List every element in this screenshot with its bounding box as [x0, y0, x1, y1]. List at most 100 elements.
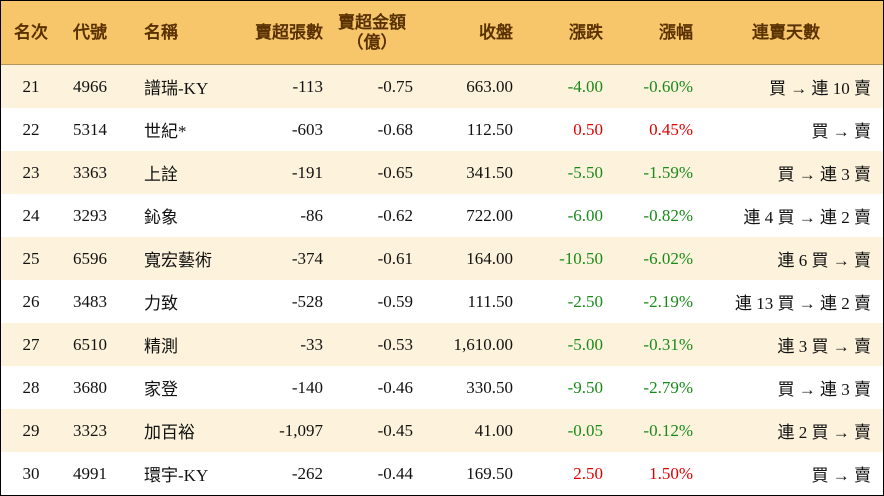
- table-cell: 722.00: [466, 205, 513, 225]
- table-cell: 上詮: [144, 165, 178, 184]
- table-cell: 力致: [144, 294, 178, 313]
- table-cell: 4966: [73, 76, 107, 96]
- table-row: 22 5314 世紀* -603 -0.68 112.50 0.50 0.45% 買 → 賣: [1, 108, 883, 151]
- table-cell: -2.19%: [643, 291, 693, 311]
- table-cell: -191: [291, 162, 323, 182]
- table-cell: -0.68: [377, 119, 413, 139]
- table-cell: 2.50: [573, 463, 603, 483]
- table-cell: -262: [291, 463, 323, 483]
- table-cell: 寬宏藝術: [144, 251, 212, 270]
- table-cell: 27: [22, 334, 40, 354]
- table-cell: 買 → 連 3 賣: [777, 165, 872, 184]
- table-cell: 4991: [73, 463, 107, 483]
- table-cell: 22: [22, 119, 40, 139]
- table-cell: 41.00: [474, 420, 513, 440]
- table-row: 23 3363 上詮 -191 -0.65 341.50 -5.50 -1.59% 買 → 連 …: [1, 151, 883, 194]
- table-cell: 23: [22, 162, 40, 182]
- table-cell: 世紀*: [144, 122, 187, 141]
- header-row: 名次 代號 名稱 賣超張數 賣超金額 （億） 收盤 漲跌 漲幅 連賣天數: [1, 1, 883, 65]
- table-cell: 24: [22, 205, 40, 225]
- table-cell: -113: [292, 76, 323, 96]
- table-cell: -0.60%: [643, 76, 693, 96]
- table-cell: 28: [22, 377, 40, 397]
- table-cell: -528: [291, 291, 323, 311]
- table-cell: 3680: [73, 377, 107, 397]
- table-cell: -9.50: [567, 377, 603, 397]
- table-cell: 環宇-KY: [144, 466, 209, 485]
- table-cell: -0.53: [377, 334, 413, 354]
- table-row: 29 3323 加百裕 -1,097 -0.45 41.00 -0.05 -0.12% 連 2 …: [1, 409, 883, 452]
- table-cell: 連 3 買 → 賣: [777, 337, 872, 356]
- table-cell: 連 6 買 → 賣: [777, 251, 872, 270]
- table-cell: -603: [291, 119, 323, 139]
- column-header: 漲幅: [659, 22, 693, 42]
- table-cell: -4.00: [567, 76, 603, 96]
- table-cell: 5314: [73, 119, 107, 139]
- table-cell: -33: [300, 334, 323, 354]
- table-cell: -5.50: [567, 162, 603, 182]
- table-row: 21 4966 譜瑞-KY -113 -0.75 663.00 -4.00 -0.60% 買 →…: [1, 65, 883, 108]
- table-cell: -0.45: [377, 420, 413, 440]
- column-header: 名次: [14, 22, 48, 42]
- column-header: 連賣天數: [752, 22, 820, 42]
- table-cell: 6510: [73, 334, 107, 354]
- table-cell: 3483: [73, 291, 107, 311]
- table-cell: -2.79%: [643, 377, 693, 397]
- table-cell: -0.65: [377, 162, 413, 182]
- table-cell: 164.00: [466, 248, 513, 268]
- table-cell: -0.44: [377, 463, 413, 483]
- table-row: 26 3483 力致 -528 -0.59 111.50 -2.50 -2.19% 連 13 買…: [1, 280, 883, 323]
- table-cell: 112.50: [466, 119, 513, 139]
- table-cell: -0.62: [377, 205, 413, 225]
- table-cell: 連 4 買 → 連 2 賣: [743, 208, 872, 227]
- table-cell: 6596: [73, 248, 107, 268]
- table-cell: 169.50: [466, 463, 513, 483]
- column-header: 賣超張數: [255, 22, 323, 42]
- table-cell: -2.50: [567, 291, 603, 311]
- table-cell: 111.50: [467, 291, 514, 311]
- table-cell: -86: [300, 205, 323, 225]
- table-cell: -140: [291, 377, 323, 397]
- table-cell: -0.12%: [643, 420, 693, 440]
- table-cell: 0.50: [573, 119, 603, 139]
- table-cell: 25: [22, 248, 40, 268]
- table-cell: -5.00: [567, 334, 603, 354]
- column-header: 名稱: [144, 22, 178, 42]
- table-row: 28 3680 家登 -140 -0.46 330.50 -9.50 -2.79% 買 → 連 …: [1, 366, 883, 409]
- table-cell: 精測: [144, 337, 178, 356]
- table-cell: 連 13 買 → 連 2 賣: [735, 294, 871, 313]
- table-cell: 買 → 賣: [811, 122, 872, 141]
- table-cell: 663.00: [466, 76, 513, 96]
- table-cell: 連 2 買 → 賣: [777, 423, 872, 442]
- table-cell: -0.05: [567, 420, 603, 440]
- table-cell: 29: [22, 420, 40, 440]
- table-cell: -0.82%: [643, 205, 693, 225]
- table-row: 24 3293 鈊象 -86 -0.62 722.00 -6.00 -0.82% 連 4 買 →…: [1, 194, 883, 237]
- table-cell: 3363: [73, 162, 107, 182]
- table-cell: 譜瑞-KY: [144, 79, 209, 98]
- table-cell: 330.50: [466, 377, 513, 397]
- table-cell: 買 → 賣: [811, 466, 872, 485]
- column-header: 賣超金額 （億）: [331, 1, 413, 64]
- column-header: 代號: [73, 22, 107, 42]
- table-cell: -6.00: [567, 205, 603, 225]
- table-cell: 買 → 連 3 賣: [777, 380, 872, 399]
- column-header: 收盤: [479, 22, 513, 42]
- table-cell: 26: [22, 291, 40, 311]
- table-cell: 30: [22, 463, 40, 483]
- table-cell: -6.02%: [643, 248, 693, 268]
- table-cell: 21: [22, 76, 40, 96]
- table-cell: 鈊象: [144, 208, 178, 227]
- table-cell: 加百裕: [144, 423, 195, 442]
- table-row: 30 4991 環宇-KY -262 -0.44 169.50 2.50 1.50% 買 → 賣: [1, 452, 883, 495]
- table-cell: -1,097: [279, 420, 323, 440]
- column-header: 漲跌: [569, 22, 603, 42]
- table-cell: 1,610.00: [453, 334, 514, 354]
- table-cell: -374: [291, 248, 323, 268]
- table-cell: 買 → 連 10 賣: [769, 79, 871, 98]
- table-cell: 3323: [73, 420, 107, 440]
- table-row: 25 6596 寬宏藝術 -374 -0.61 164.00 -10.50 -6.02% 連 6…: [1, 237, 883, 280]
- table-cell: -0.75: [377, 76, 413, 96]
- table-cell: -0.46: [377, 377, 413, 397]
